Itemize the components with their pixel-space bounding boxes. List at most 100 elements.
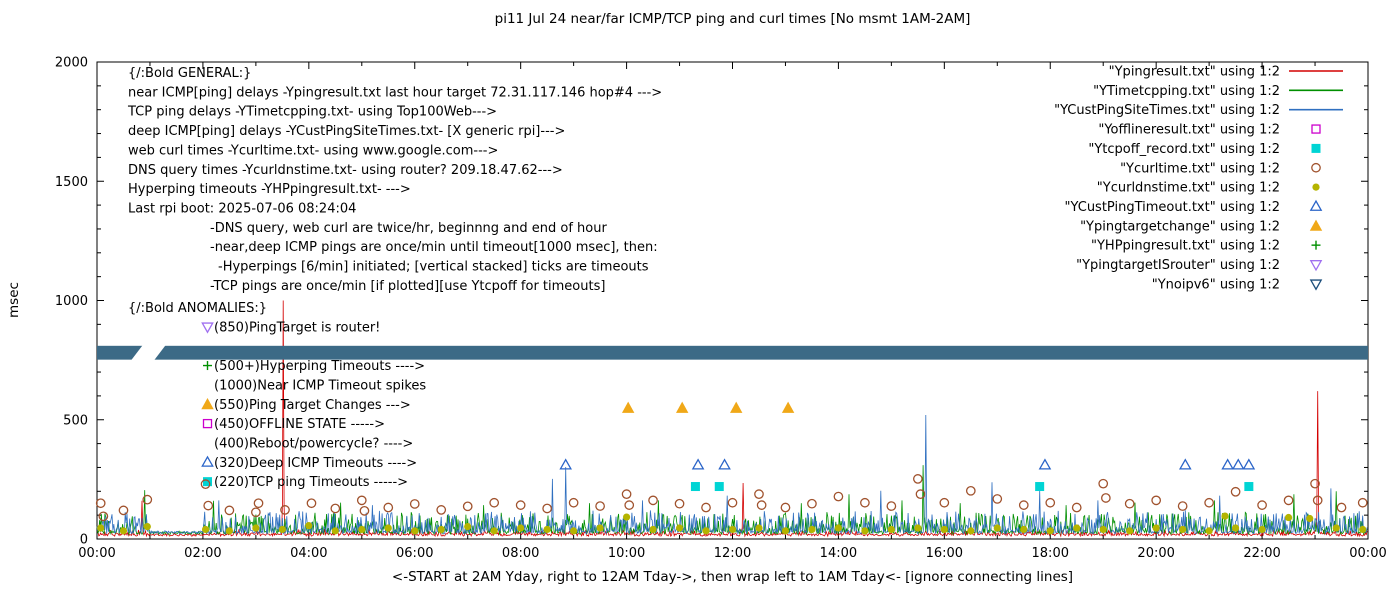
Ycurltime-point bbox=[142, 494, 153, 505]
Ytcpoff_record-point bbox=[1244, 482, 1254, 492]
Ycurldnstime-point bbox=[201, 525, 210, 534]
legend-label: "YpingtargetISrouter" using 1:2 bbox=[1076, 258, 1280, 273]
Ycurltime-point bbox=[1045, 497, 1056, 508]
Ypingtargetchange-point bbox=[781, 401, 795, 413]
Ycurltime-point bbox=[780, 502, 791, 513]
legend-sample-triangle-down-open bbox=[1309, 260, 1323, 272]
noipv6-timeout-band bbox=[97, 345, 1368, 360]
Ycurldnstime-point bbox=[1221, 512, 1229, 520]
legend-label: "Ynoipv6" using 1:2 bbox=[1152, 277, 1280, 292]
x-tick-label: 22:00 bbox=[1243, 546, 1280, 561]
Ycurldnstime-point bbox=[252, 524, 260, 532]
Ycurltime-point bbox=[915, 489, 926, 500]
Ycurldnstime-point bbox=[1020, 525, 1028, 534]
x-tick-label: 18:00 bbox=[1032, 546, 1069, 561]
square-open-anomaly-key bbox=[202, 418, 213, 429]
Ycurltime-point bbox=[727, 497, 738, 508]
Ycurltime-point bbox=[1124, 498, 1135, 509]
Ycurltime-point bbox=[515, 500, 526, 510]
Ycurltime-point bbox=[1310, 478, 1320, 489]
Ycurldnstime-point bbox=[861, 527, 869, 535]
Ycurldnstime-point bbox=[305, 522, 313, 530]
Ycurldnstime-point bbox=[728, 525, 737, 534]
Ycurldnstime-point bbox=[1046, 527, 1054, 535]
Ycurltime-point bbox=[1283, 495, 1294, 506]
Ycurldnstime-point bbox=[384, 524, 392, 532]
Ycurldnstime-point bbox=[1205, 527, 1213, 535]
Ycurltime-point bbox=[913, 474, 923, 484]
legend-label: "Ypingtargetchange" using 1:2 bbox=[1080, 219, 1280, 234]
legend-sample-circle-open bbox=[1311, 162, 1321, 173]
Ycurltime-point bbox=[253, 498, 264, 509]
legend-label: "Yofflineresult.txt" using 1:2 bbox=[1098, 123, 1280, 138]
legend-sample-circle-filled bbox=[1312, 183, 1320, 191]
triangle-open-anomaly-key bbox=[201, 455, 214, 467]
Ycurldnstime-point bbox=[967, 527, 975, 535]
Ytcpoff_record-point bbox=[714, 482, 724, 492]
x-tick-label: 04:00 bbox=[290, 546, 327, 561]
Ytcpoff_record-point bbox=[690, 482, 700, 492]
Ycurltime-point bbox=[674, 498, 685, 509]
x-tick-label: 02:00 bbox=[184, 546, 221, 561]
general-line: Last rpi boot: 2025-07-06 08:24:04 bbox=[128, 201, 356, 216]
Ycurltime-point bbox=[306, 498, 317, 509]
Ycurldnstime-point bbox=[781, 527, 790, 535]
Ycurltime-point bbox=[280, 505, 290, 515]
Ycurldnstime-point bbox=[887, 525, 895, 534]
Ycurldnstime-point bbox=[570, 527, 578, 535]
y-tick-label: 500 bbox=[63, 413, 88, 428]
x-tick-label: 08:00 bbox=[502, 546, 539, 561]
Ycurldnstime-point bbox=[358, 525, 366, 534]
Ycurldnstime-point bbox=[97, 524, 105, 532]
Ycurltime-point bbox=[542, 503, 552, 514]
chart-title: pi11 Jul 24 near/far ICMP/TCP ping and c… bbox=[494, 11, 971, 27]
legend-sample-square-open bbox=[1311, 124, 1321, 134]
Ycurltime-point bbox=[1098, 478, 1109, 489]
legend-label: "Ycurldnstime.txt" using 1:2 bbox=[1097, 181, 1280, 196]
Ycurltime-point bbox=[1071, 502, 1082, 513]
Ycurltime-point bbox=[624, 500, 635, 510]
general-line: -DNS query, web curl are twice/hr, begin… bbox=[210, 221, 607, 236]
x-tick-label: 12:00 bbox=[714, 546, 751, 561]
axes: 00:00 02:00 04:00 06:00 08:00 10:00 12:00 14:00… bbox=[55, 56, 1387, 562]
Ycurldnstime-point bbox=[702, 527, 710, 535]
anomaly-label: (220)TCP ping Timeouts -----> bbox=[214, 475, 408, 490]
legend: "Ypingresult.txt" using 1:2 "YTimetcpping… bbox=[1054, 65, 1343, 292]
Ycurltime-point bbox=[224, 505, 235, 516]
Ycurldnstime-point bbox=[808, 525, 816, 534]
legend-label: "YHPpingresult.txt" using 1:2 bbox=[1091, 239, 1280, 254]
triangle-filled-anomaly-key bbox=[201, 398, 214, 410]
Ycurltime-point bbox=[330, 503, 341, 514]
y-tick-label: 0 bbox=[80, 533, 88, 548]
Ycurltime-point bbox=[356, 495, 367, 506]
Ycurldnstime-point bbox=[1099, 525, 1107, 534]
Ycurldnstime-point bbox=[940, 525, 948, 534]
Ycurldnstime-point bbox=[993, 524, 1001, 532]
Ycurldnstime-point bbox=[517, 524, 525, 532]
Ycurltime-point bbox=[251, 507, 261, 518]
Ycurldnstime-point bbox=[1073, 524, 1081, 532]
line-series-YTimetcpping bbox=[96, 465, 1368, 536]
Ycurltime-point bbox=[965, 485, 976, 496]
general-line: Hyperping timeouts -YHPpingresult.txt- -… bbox=[128, 182, 411, 197]
Ycurldnstime-point bbox=[278, 525, 286, 534]
Ycurldnstime-point bbox=[622, 513, 631, 521]
triangle-down-open-anomaly-key bbox=[201, 322, 214, 334]
Ycurldnstime-point bbox=[543, 525, 551, 534]
legend-label: "Ypingresult.txt" using 1:2 bbox=[1109, 65, 1280, 80]
YCustPingTimeout-point bbox=[1221, 458, 1234, 470]
Ycurldnstime-point bbox=[1306, 514, 1314, 523]
anomaly-label: (400)Reboot/powercycle? ----> bbox=[214, 436, 413, 451]
noipv6-band bbox=[97, 344, 1368, 361]
Ycurldnstime-point bbox=[649, 525, 657, 534]
general-line: TCP ping delays -YTimetcpping.txt- using… bbox=[127, 105, 497, 120]
general-line: web curl times -Ycurltime.txt- using www… bbox=[128, 143, 498, 158]
anomaly-label: (1000)Near ICMP Timeout spikes bbox=[214, 378, 426, 393]
Ycurltime-point bbox=[621, 489, 632, 500]
in-plot-annotations: {/:Bold GENERAL:} near ICMP[ping] delays … bbox=[127, 66, 662, 490]
Ycurldnstime-point bbox=[675, 524, 684, 532]
square-filled-anomaly-key bbox=[203, 477, 212, 487]
Ycurltime-point bbox=[409, 499, 420, 509]
